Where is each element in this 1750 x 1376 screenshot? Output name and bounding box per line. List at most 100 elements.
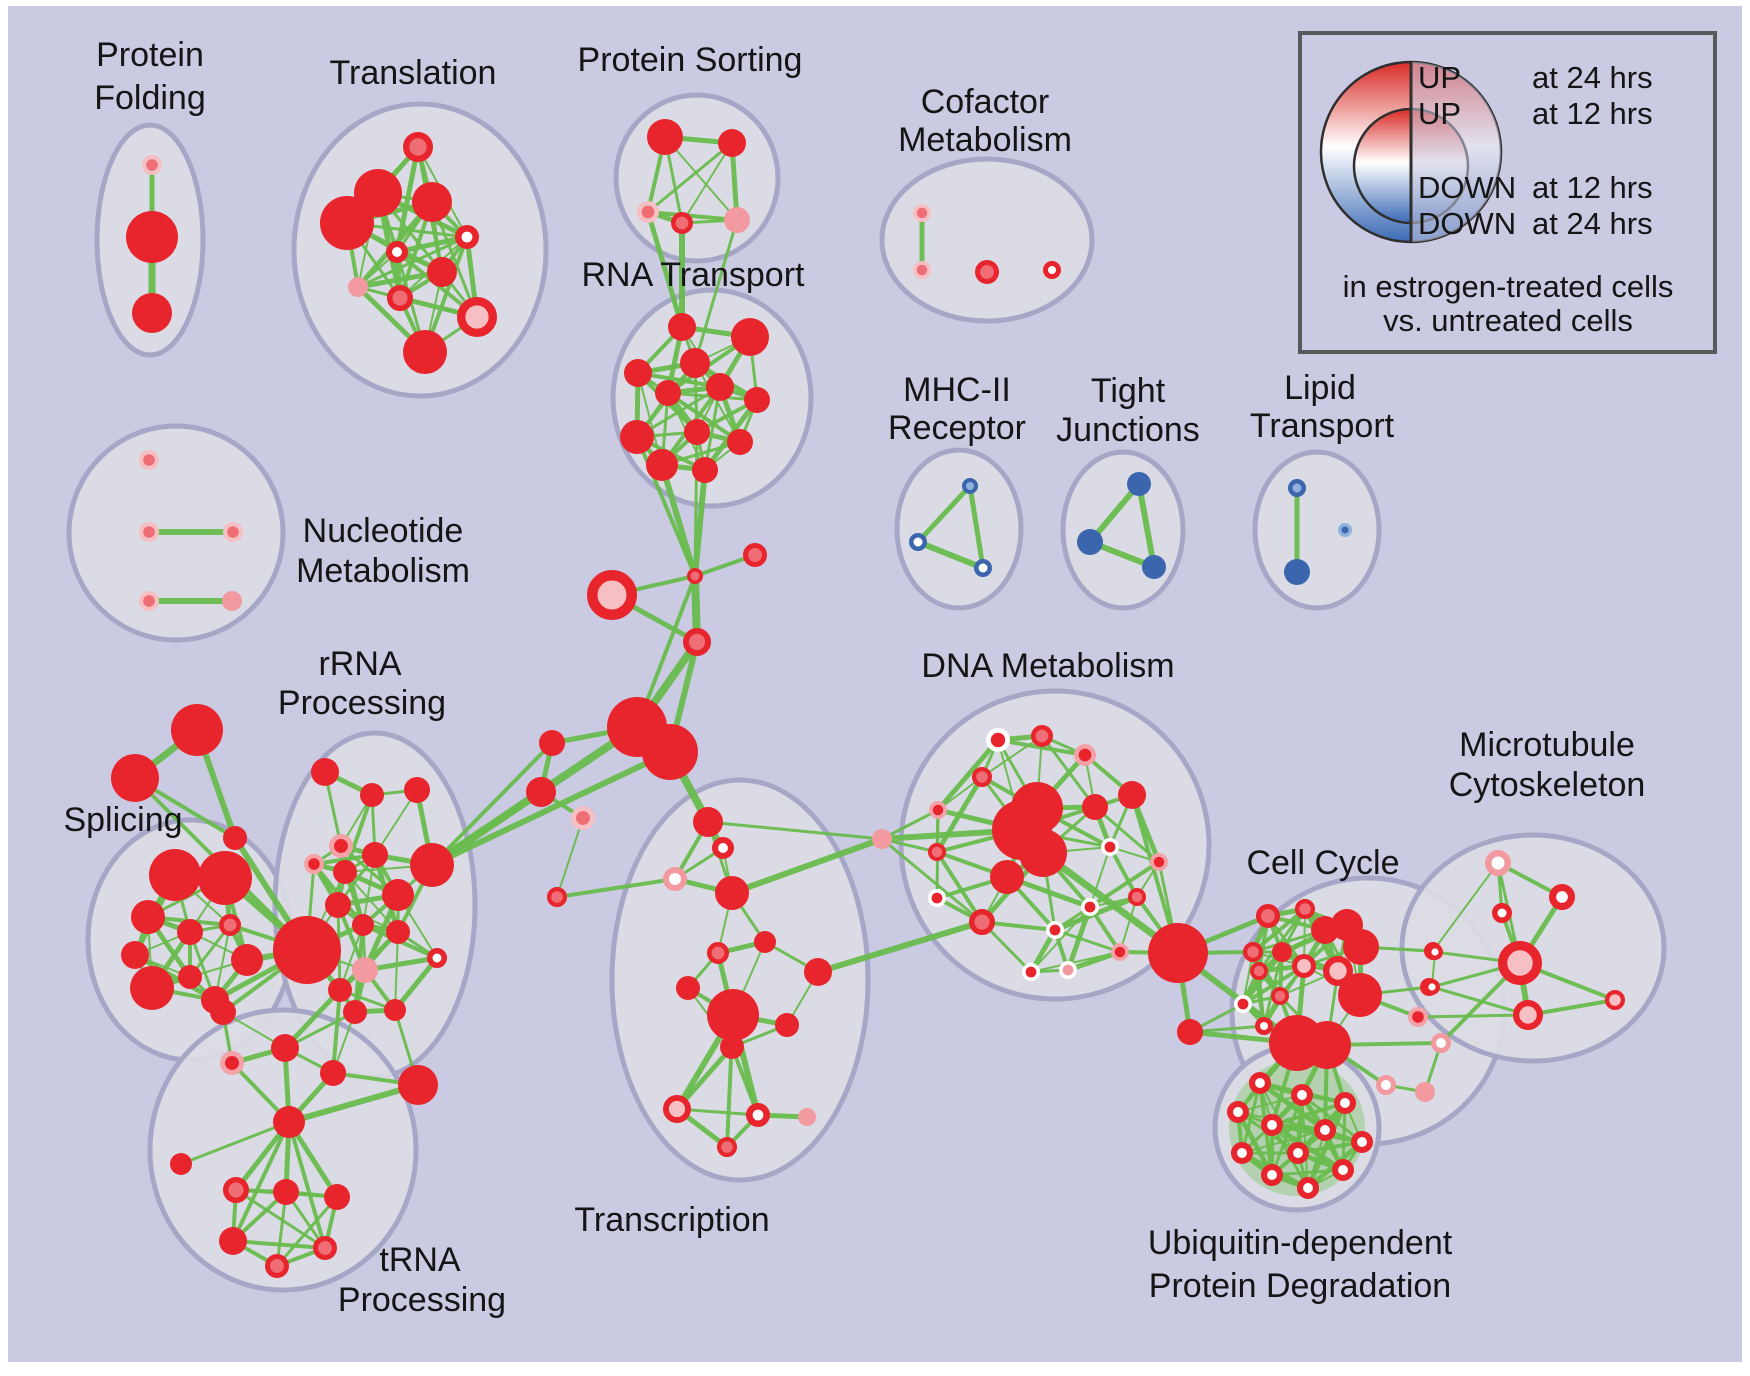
edge (1108, 845, 1139, 899)
node-f2 (111, 754, 159, 802)
cluster-label-tx-0: Transcription (574, 1201, 769, 1239)
cluster-label-lp-0: Lipid (1284, 369, 1356, 407)
node-cn5 (872, 829, 892, 849)
node-cc10 (1338, 973, 1382, 1017)
edge (1065, 949, 1123, 973)
edge (287, 1120, 327, 1250)
node-d12 (1101, 837, 1120, 856)
node-rr22 (210, 999, 236, 1025)
node-cn3 (587, 570, 637, 620)
edge (234, 1188, 327, 1250)
node-tr5 (324, 1184, 350, 1210)
edge (231, 1120, 291, 1243)
node-cc22 (1376, 1075, 1396, 1095)
node-rr21 (320, 1060, 346, 1086)
node-t10 (457, 297, 498, 338)
node-d22 (1111, 943, 1130, 962)
node-d5 (1118, 781, 1146, 809)
node-d11 (928, 843, 947, 862)
node-u2 (1291, 1084, 1314, 1107)
node-mt5 (1426, 944, 1443, 961)
node-l3 (1338, 523, 1352, 537)
cluster-label-tj-1: Junctions (1056, 411, 1200, 449)
edge (915, 483, 973, 545)
cluster-label-mh-1: Receptor (888, 409, 1026, 447)
node-cc1 (1256, 904, 1281, 929)
node-t8 (348, 277, 368, 297)
node-x15 (716, 1136, 737, 1157)
node-cc8 (1292, 954, 1317, 979)
edge (1416, 1013, 1530, 1019)
node-cc9 (1323, 956, 1354, 987)
node-rr6 (333, 860, 357, 884)
node-rr15 (328, 978, 352, 1002)
edge (666, 391, 742, 444)
node-n2 (139, 521, 160, 542)
node-c1 (913, 203, 932, 222)
node-c4 (1042, 261, 1061, 280)
cluster-label-cf-1: Metabolism (898, 121, 1072, 159)
node-rr10 (325, 892, 351, 918)
node-cc23 (1415, 1082, 1435, 1102)
node-rr20 (271, 1034, 299, 1062)
cluster-label-rr-1: Processing (278, 684, 446, 722)
cluster-ellipse-mh (894, 447, 1024, 611)
cluster-label-tn-0: tRNA (379, 1241, 461, 1279)
legend-direction-3: DOWN (1418, 206, 1516, 241)
node-ps2 (718, 129, 746, 157)
cluster-ellipse-tn (147, 1007, 419, 1293)
node-cc6 (1242, 941, 1263, 962)
cluster-label-ps-0: Protein Sorting (578, 41, 803, 79)
edge (646, 141, 734, 214)
node-d16 (1128, 888, 1147, 907)
node-s2 (198, 851, 252, 905)
node-mt3 (1492, 903, 1512, 923)
node-t5 (454, 225, 479, 250)
node-x12 (663, 1094, 692, 1123)
node-pf2 (126, 211, 178, 263)
node-r2 (731, 318, 769, 356)
node-l1 (1288, 479, 1306, 497)
cluster-label-rt-0: RNA Transport (582, 256, 806, 294)
node-cc0 (1148, 923, 1208, 983)
node-rr13 (427, 948, 447, 968)
cluster-ellipse-ps (613, 92, 781, 264)
node-u5 (1261, 1114, 1284, 1137)
node-r10 (727, 429, 753, 455)
edge (394, 931, 399, 1011)
node-m1 (962, 478, 978, 494)
node-f1 (171, 704, 223, 756)
node-ps3 (636, 200, 659, 223)
node-d13 (990, 860, 1024, 894)
node-r12 (692, 457, 718, 483)
legend-time-1: at 12 hrs (1532, 96, 1653, 131)
cluster-label-pf-0: Protein (96, 36, 204, 74)
edge (659, 462, 698, 579)
edge (880, 837, 984, 924)
node-rr18 (384, 999, 406, 1021)
node-u10 (1332, 1159, 1355, 1182)
edge (645, 209, 685, 330)
node-t1 (402, 131, 433, 162)
node-t9 (387, 285, 414, 312)
edge (703, 385, 722, 472)
node-cc14 (1254, 1016, 1273, 1035)
node-s4 (177, 919, 203, 945)
edge (646, 210, 739, 222)
node-r3 (624, 359, 652, 387)
cluster-label-cf-0: Cofactor (921, 83, 1050, 121)
edge (356, 235, 469, 289)
node-rr9 (382, 879, 414, 911)
node-mt7 (1513, 1000, 1544, 1031)
edge (1241, 1129, 1326, 1154)
node-x1 (693, 807, 723, 837)
node-s1 (149, 849, 201, 901)
edge (1030, 906, 1091, 973)
node-u4 (1227, 1101, 1250, 1124)
cluster-label-nm-1: Metabolism (296, 552, 470, 590)
node-ps5 (724, 207, 750, 233)
node-cc13 (1271, 987, 1290, 1006)
node-cc5 (1343, 929, 1379, 965)
cluster-label-rr-0: rRNA (318, 645, 401, 683)
